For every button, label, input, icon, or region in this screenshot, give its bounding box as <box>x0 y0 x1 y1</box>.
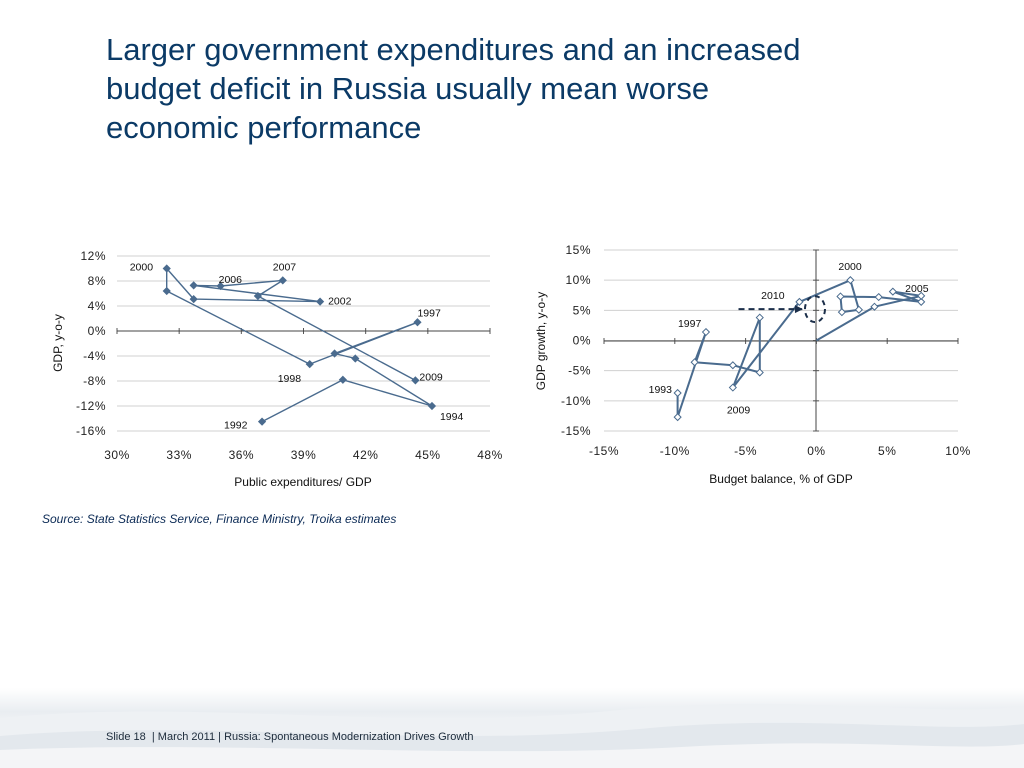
data-point <box>189 295 198 304</box>
y-tick-label: 10% <box>565 273 591 287</box>
footer-deck-title: Russia: Spontaneous Modernization Drives… <box>224 731 474 743</box>
y-tick-label: 8% <box>88 274 106 288</box>
y-tick-label: -12% <box>76 399 106 413</box>
data-point <box>795 297 804 306</box>
footer-band <box>0 688 1024 768</box>
data-label: 2000 <box>130 262 154 274</box>
data-point <box>854 305 863 314</box>
data-point <box>253 291 263 301</box>
data-label: 2006 <box>219 274 243 286</box>
data-point <box>673 413 682 422</box>
data-point <box>162 264 171 273</box>
data-label: 1993 <box>649 384 673 396</box>
y-tick-label: -8% <box>83 374 106 388</box>
title-line-2: budget deficit in Russia usually mean wo… <box>106 71 710 106</box>
data-point <box>701 327 711 337</box>
data-point <box>216 281 225 291</box>
data-point <box>315 297 325 306</box>
data-point <box>917 297 926 306</box>
title-line-3: economic performance <box>106 110 422 145</box>
data-point <box>338 375 347 384</box>
footer-wave-graphic <box>0 703 1024 768</box>
data-label: 2007 <box>273 261 297 273</box>
series-line <box>165 267 433 423</box>
data-label: 2000 <box>838 261 862 273</box>
data-point <box>189 281 198 290</box>
projection-arrow-head <box>794 305 803 314</box>
x-tick-label: 5% <box>878 444 896 458</box>
x-tick-label: 45% <box>415 448 441 462</box>
footer-slide-number: Slide 18 <box>106 731 146 743</box>
footer: Slide 18 | March 2011 | Russia: Spontane… <box>106 731 474 743</box>
data-point <box>755 368 764 377</box>
data-label: 2005 <box>905 283 929 295</box>
data-point <box>888 287 897 296</box>
data-point <box>870 302 879 311</box>
data-point <box>162 286 171 296</box>
y-tick-label: -4% <box>83 349 106 363</box>
data-point <box>846 276 855 285</box>
data-point <box>257 417 267 426</box>
y-tick-label: -16% <box>76 424 106 438</box>
y-tick-label: -15% <box>561 424 591 438</box>
x-tick-label: 36% <box>229 448 255 462</box>
footer-date: March 2011 <box>157 731 216 743</box>
data-label: 2009 <box>727 405 751 417</box>
x-tick-label: 42% <box>353 448 379 462</box>
x-axis-title: Budget balance, % of GDP <box>709 472 852 486</box>
footer-separator-2: | <box>215 731 225 743</box>
data-label: 1992 <box>224 420 248 432</box>
data-point <box>690 358 699 367</box>
y-tick-label: 5% <box>573 303 591 317</box>
y-tick-label: 12% <box>80 249 106 263</box>
source-note: Source: State Statistics Service, Financ… <box>42 512 397 526</box>
projection-ellipse <box>803 295 826 324</box>
footer-separator-1: | <box>145 731 158 743</box>
x-tick-label: 39% <box>291 448 317 462</box>
data-point <box>413 318 422 327</box>
slide-title: Larger government expenditures and an in… <box>106 30 966 147</box>
data-point <box>351 354 360 363</box>
data-label: 2009 <box>419 371 443 383</box>
data-point <box>917 291 926 300</box>
data-label: 1997 <box>678 318 702 330</box>
y-tick-label: -10% <box>561 394 591 408</box>
data-point <box>836 292 845 301</box>
y-tick-label: 4% <box>88 299 106 313</box>
data-point <box>305 360 314 369</box>
data-point <box>411 376 420 385</box>
y-tick-label: -5% <box>568 364 591 378</box>
y-tick-label: 15% <box>565 243 591 257</box>
x-tick-label: -15% <box>589 444 619 458</box>
data-label: 1994 <box>440 411 464 423</box>
y-axis-title: GDP growth, y-o-y <box>534 292 548 390</box>
x-tick-label: 33% <box>166 448 192 462</box>
data-point <box>728 383 737 392</box>
annotation-label: 2010 <box>761 290 785 302</box>
x-axis-title: Public expenditures/ GDP <box>234 475 371 489</box>
x-tick-label: -5% <box>734 444 757 458</box>
y-tick-label: 0% <box>573 334 591 348</box>
y-axis-title: GDP, y-o-y <box>51 314 65 372</box>
x-tick-label: 48% <box>477 448 503 462</box>
y-tick-label: 0% <box>88 324 106 338</box>
data-point <box>837 308 846 317</box>
data-point <box>755 313 764 322</box>
data-point <box>874 292 883 302</box>
data-label: 1998 <box>278 373 302 385</box>
data-point <box>330 349 339 358</box>
data-point <box>728 361 737 370</box>
data-label: 2002 <box>328 296 352 308</box>
x-tick-label: 30% <box>104 448 130 462</box>
x-tick-label: 10% <box>945 444 971 458</box>
x-tick-label: -10% <box>660 444 690 458</box>
data-point <box>427 401 437 411</box>
data-point <box>673 388 682 398</box>
data-point <box>278 276 287 285</box>
x-tick-label: 0% <box>807 444 825 458</box>
title-line-1: Larger government expenditures and an in… <box>106 32 801 67</box>
data-label: 1997 <box>417 307 441 319</box>
